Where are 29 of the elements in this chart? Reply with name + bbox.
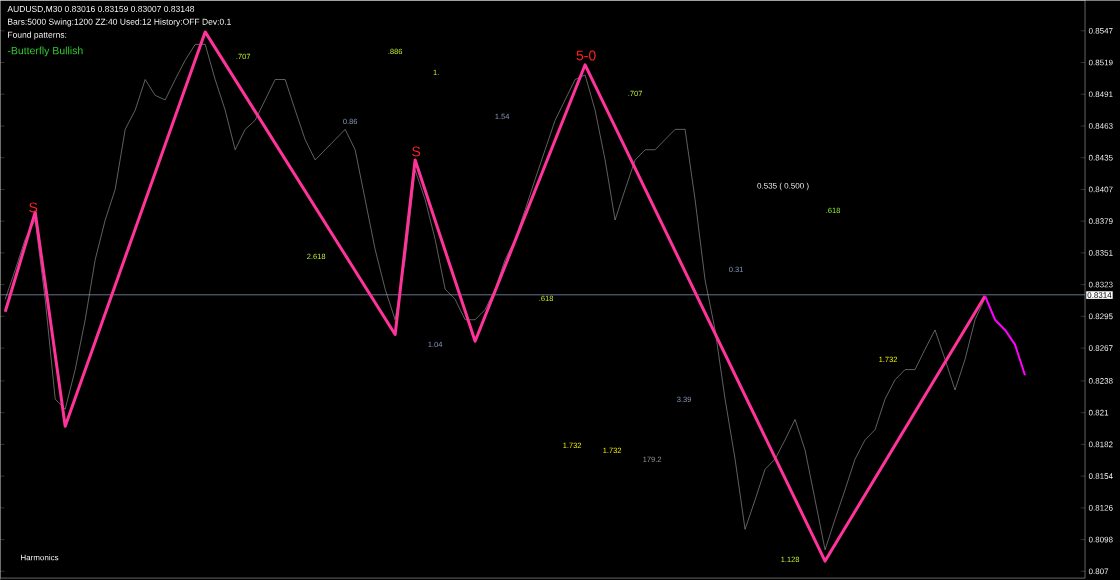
y-tick-label: 0.807 [1088,568,1109,574]
annotation: S [29,202,38,213]
y-tick-label: 0.8295 [1088,313,1113,319]
y-tick-label: 0.821 [1088,409,1109,416]
y-tick-label: 0.8379 [1088,218,1113,224]
y-tick-label: 0.8126 [1088,504,1113,511]
y-tick-label: 0.8351 [1088,249,1113,256]
y-tick-label: 0.8267 [1088,345,1113,351]
y-tick-label: 0.8491 [1088,91,1113,97]
y-tick-label: 0.8182 [1088,441,1113,448]
y-tick-label: 0.8154 [1088,473,1113,479]
annotation: AUDUSD,M30 0.83016 0.83159 0.83007 0.83148 [7,5,195,13]
y-tick-label: 0.8238 [1088,377,1113,384]
y-tick-label: 0.8407 [1088,186,1113,193]
y-tick-label: 0.8547 [1088,27,1113,34]
annotation: Found patterns: [8,31,67,40]
annotation: -Butterfly Bullish [7,46,83,57]
y-tick-label: 0.8435 [1088,154,1113,161]
line-series [984,294,1027,377]
y-tick-label: 0.8463 [1088,122,1113,129]
annotation: 0.535 ( 0.500 ) [757,182,809,190]
annotation: Bars:5000 Swing:1200 ZZ:40 Used:12 History:OFF Dev:0.1 [8,18,231,27]
y-tick-label: 0.8323 [1088,281,1113,288]
y-tick-label: 0.8519 [1088,59,1113,66]
y-tick-label: 0.8098 [1088,536,1113,543]
annotation: S [412,146,421,157]
ref-line-label: 0.8314 [1087,292,1112,298]
annotation: 5-0 [576,50,596,61]
annotation: Harmonics [21,554,59,561]
